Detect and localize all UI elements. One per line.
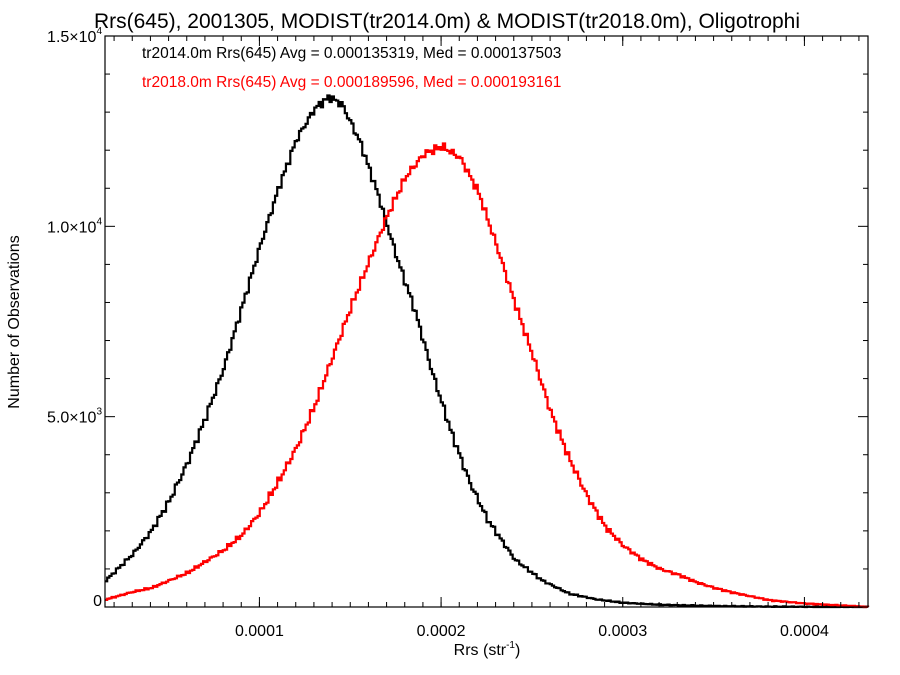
y-tick-label: 0 bbox=[93, 593, 102, 610]
x-axis-label-sup: -1 bbox=[506, 640, 515, 651]
y-tick-label: 1.5×104 bbox=[47, 26, 102, 46]
chart-title: Rrs(645), 2001305, MODIST(tr2014.0m) & M… bbox=[94, 10, 800, 33]
series-line-0 bbox=[105, 94, 870, 609]
x-tick-label: 0.0002 bbox=[417, 623, 466, 640]
y-tick-mantissa: 1.0×10 bbox=[47, 219, 96, 236]
x-tick-label: 0.0001 bbox=[235, 623, 284, 640]
y-tick-mantissa: 5.0×10 bbox=[47, 410, 96, 427]
axis-layer: 0.0001 0.0002 0.0003 0.000405.0×1031.0×1041… bbox=[47, 26, 868, 640]
legend-entry-1: tr2018.0m Rrs(645) Avg = 0.000189596, Me… bbox=[142, 74, 561, 91]
y-axis-label: Number of Observations bbox=[6, 235, 23, 408]
x-axis-label-close: ) bbox=[515, 642, 520, 659]
plot-frame bbox=[104, 35, 869, 608]
x-tick-label: 0.0004 bbox=[780, 623, 829, 640]
x-tick-label: 0.0003 bbox=[598, 623, 647, 640]
legend: tr2014.0m Rrs(645) Avg = 0.000135319, Me… bbox=[142, 45, 561, 91]
series-line-1 bbox=[105, 142, 870, 609]
y-tick-exponent: 4 bbox=[96, 26, 102, 37]
x-axis-label: Rrs (str-1) bbox=[454, 640, 521, 659]
y-tick-mantissa: 1.5×10 bbox=[47, 29, 96, 46]
y-tick-exponent: 3 bbox=[96, 407, 102, 418]
legend-entry-0: tr2014.0m Rrs(645) Avg = 0.000135319, Me… bbox=[142, 45, 561, 62]
y-tick-label: 5.0×103 bbox=[47, 407, 102, 427]
x-axis-label-main: Rrs (str bbox=[454, 642, 507, 659]
y-tick-exponent: 4 bbox=[96, 216, 102, 227]
y-tick-mantissa: 0 bbox=[93, 593, 102, 610]
y-tick-label: 1.0×104 bbox=[47, 216, 102, 236]
series-layer bbox=[105, 94, 870, 609]
